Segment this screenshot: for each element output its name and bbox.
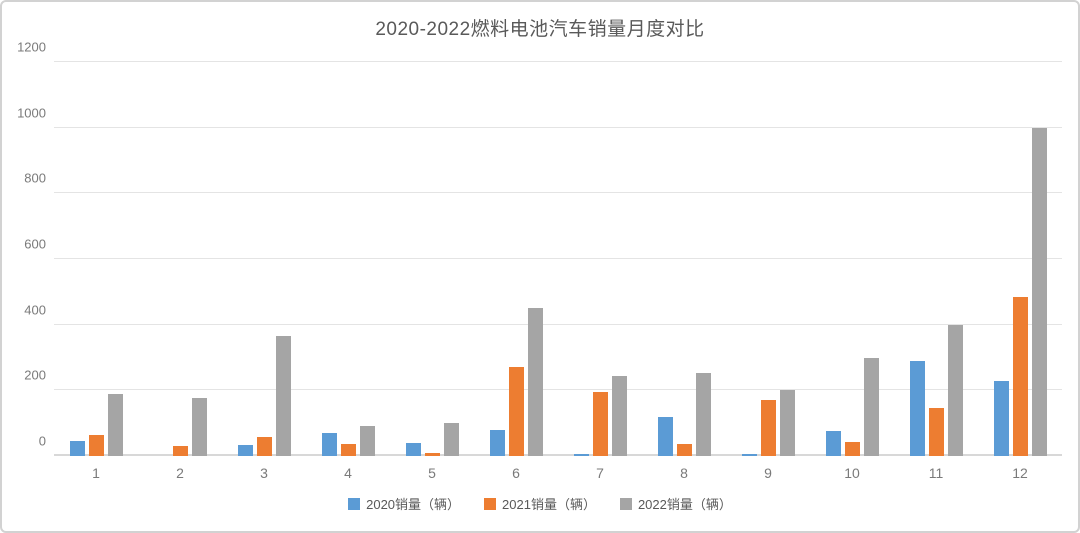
bar-2022销量（辆）-month-3 [275,336,291,456]
bar-2021销量（辆）-month-6 [508,367,524,456]
y-tick-label: 600 [24,236,46,252]
x-tick-label: 5 [428,465,436,481]
bar-group-month-9: 9 [726,62,810,481]
y-tick-label: 1200 [17,39,46,55]
legend-label: 2022销量（辆） [637,497,732,512]
y-tick-label: 200 [24,367,46,383]
bar-group-month-10: 10 [810,62,894,481]
x-tick-label: 2 [176,465,184,481]
gridline [54,126,1062,128]
bar-2022销量（辆）-month-4 [359,425,375,456]
bar-2021销量（辆）-month-7 [592,392,608,456]
legend-swatch-icon [619,497,632,510]
bar-2020销量（辆）-month-5 [405,442,421,456]
gridline [54,389,1062,391]
bar-2020销量（辆）-month-4 [321,433,337,456]
x-tick-label: 4 [344,465,352,481]
gridline [54,61,1062,62]
x-tick-label: 3 [260,465,268,481]
bar-2020销量（辆）-month-3 [237,444,253,456]
legend-label: 2020销量（辆） [366,497,461,512]
x-tick-label: 10 [844,465,860,481]
x-axis-line [54,454,1062,456]
x-tick-label: 9 [764,465,772,481]
x-tick-label: 7 [596,465,604,481]
bar-group-month-6: 6 [474,62,558,481]
bar-2022销量（辆）-month-2 [191,397,207,456]
x-tick-label: 6 [512,465,520,481]
bar-2022销量（辆）-month-6 [527,307,543,456]
bar-2021销量（辆）-month-11 [928,408,944,456]
x-tick-label: 12 [1012,465,1028,481]
bar-2021销量（辆）-month-9 [760,399,776,456]
x-tick-label: 8 [680,465,688,481]
legend-swatch-icon [484,497,497,510]
bar-2021销量（辆）-month-1 [88,435,104,456]
bar-group-month-11: 11 [894,62,978,481]
bar-2020销量（辆）-month-11 [909,360,925,456]
bar-2021销量（辆）-month-10 [844,441,860,456]
plot-area: 0 200 400 600 800 1000 1200 1 2 3 4 5 6 7 8 9 10 11 12 [17,40,1062,481]
legend-item-2022销量（辆）: 2022销量（辆） [619,494,732,513]
bar-2022销量（辆）-month-8 [695,372,711,456]
legend-item-2021销量（辆）: 2021销量（辆） [484,494,596,513]
legend-swatch-icon [348,497,361,510]
bar-2020销量（辆）-month-1 [69,441,85,456]
gridline [54,192,1062,194]
bar-2020销量（辆）-month-10 [825,431,841,456]
bar-group-month-12: 12 [978,62,1062,481]
bar-2021销量（辆）-month-4 [340,444,356,456]
gridline [54,258,1062,259]
x-tick-label: 1 [92,465,100,481]
y-tick-label: 800 [24,170,46,186]
bar-2020销量（辆）-month-12 [993,381,1009,456]
bar-2022销量（辆）-month-1 [107,393,123,456]
bar-2022销量（辆）-month-7 [611,375,627,456]
y-tick-label: 0 [38,433,46,449]
bar-2022销量（辆）-month-9 [779,390,795,456]
bar-2021销量（辆）-month-12 [1012,297,1028,456]
bar-2021销量（辆）-month-2 [172,446,188,456]
bar-2022销量（辆）-month-12 [1031,127,1047,456]
bar-group-month-3: 3 [222,62,306,481]
bar-2021销量（辆）-month-3 [256,436,272,456]
bar-group-month-7: 7 [558,62,642,481]
bar-2021销量（辆）-month-8 [676,444,692,456]
bar-2021销量（辆）-month-5 [424,452,440,456]
y-tick-label: 1000 [17,105,46,121]
bar-group-month-8: 8 [642,62,726,481]
bar-group-month-1: 1 [54,62,138,481]
bar-2022销量（辆）-month-5 [443,422,459,456]
bar-2020销量（辆）-month-9 [741,454,757,456]
bar-2022销量（辆）-month-10 [863,357,879,456]
bar-group-month-5: 5 [390,62,474,481]
legend-item-2020销量（辆）: 2020销量（辆） [348,494,460,513]
bar-2020销量（辆）-month-7 [573,454,589,456]
bar-group-month-4: 4 [306,62,390,481]
gridline [54,323,1062,325]
bar-group-month-2: 2 [138,62,222,481]
x-tick-label: 11 [928,465,944,481]
y-tick-label: 400 [24,302,46,318]
bar-2022销量（辆）-month-11 [947,324,963,456]
bar-2020销量（辆）-month-6 [489,430,505,456]
bar-groups: 1 2 3 4 5 6 7 8 9 10 11 12 [54,62,1062,481]
chart-legend: 2020销量（辆） 2021销量（辆） 2022销量（辆） [2,494,1078,513]
bar-2020销量（辆）-month-8 [657,416,673,456]
legend-label: 2021销量（辆） [502,497,596,512]
chart-title: 2020-2022燃料电池汽车销量月度对比 [375,19,705,40]
